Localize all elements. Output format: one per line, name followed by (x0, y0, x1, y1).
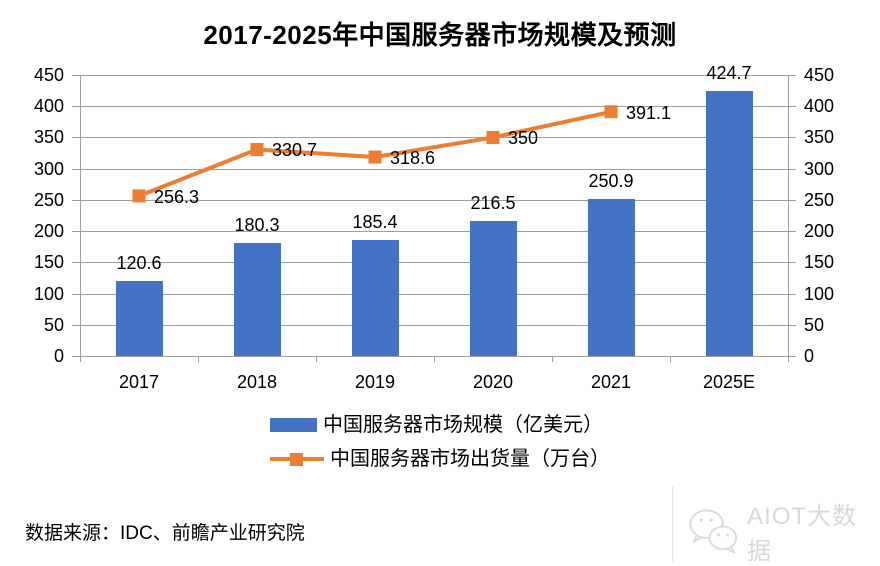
bar-2018 (233, 243, 281, 356)
bar-2019 (351, 240, 399, 356)
x-axis-tick (80, 356, 81, 362)
y-axis-label-right-250: 250 (804, 189, 835, 210)
x-axis-tick (670, 356, 671, 362)
y-axis-label-left-300: 300 (33, 158, 64, 179)
y-axis-label-right-0: 0 (804, 346, 815, 366)
line-marker-2021 (604, 105, 618, 119)
line-value-label-2017: 256.3 (154, 186, 200, 207)
y-axis-label-right-50: 50 (804, 314, 825, 335)
gridline (72, 137, 796, 139)
gridline (72, 293, 796, 295)
chart-title: 2017-2025年中国服务器市场规模及预测 (203, 20, 677, 50)
x-axis-label-2020: 2020 (472, 372, 514, 392)
watermark: AIOT大数据 (687, 496, 880, 566)
gridline (72, 106, 796, 108)
y-axis-label-left-50: 50 (43, 314, 64, 335)
shipments-line (138, 109, 612, 198)
bar-value-label-2019: 185.4 (352, 212, 398, 233)
legend-item-shipments: 中国服务器市场出货量（万台） (270, 448, 610, 470)
y-axis-label-right-200: 200 (804, 221, 835, 242)
gridline (72, 168, 796, 170)
x-axis-label-2019: 2019 (354, 372, 396, 392)
legend-label-market-scale: 中国服务器市场规模（亿美元） (323, 414, 603, 436)
data-source-caption: 数据来源：IDC、前瞻产业研究院 (25, 523, 305, 544)
x-axis-label-2025E: 2025E (702, 372, 756, 392)
x-axis-label-2021: 2021 (590, 372, 632, 392)
y-axis-label-right-300: 300 (804, 158, 835, 179)
bar-value-label-2025E: 424.7 (706, 62, 752, 83)
gridline (72, 324, 796, 326)
watermark-divider (672, 486, 673, 562)
y-axis-right (788, 75, 789, 362)
y-axis-label-right-400: 400 (804, 96, 835, 117)
bar-2021 (587, 199, 635, 356)
legend-label-shipments: 中国服务器市场出货量（万台） (330, 448, 610, 470)
y-axis-label-right-450: 450 (804, 65, 835, 85)
line-value-label-2021: 391.1 (626, 102, 672, 123)
y-axis-label-right-100: 100 (804, 283, 835, 304)
bar-value-label-2017: 120.6 (116, 252, 162, 273)
watermark-label: AIOT大数据 (747, 503, 858, 565)
line-marker-swatch (290, 452, 303, 466)
line-value-label-2018: 330.7 (272, 140, 318, 161)
bar-2025E (705, 90, 753, 356)
line-value-label-2019: 318.6 (390, 148, 436, 169)
y-axis-label-left-200: 200 (33, 221, 64, 242)
legend-item-market-scale: 中国服务器市场规模（亿美元） (270, 414, 603, 436)
x-axis-tick (552, 356, 553, 362)
bar-2020 (469, 220, 517, 356)
bar-value-label-2021: 250.9 (588, 171, 634, 192)
y-axis-label-right-350: 350 (804, 127, 835, 148)
bar-value-label-2018: 180.3 (234, 215, 280, 236)
x-axis-tick (198, 356, 199, 362)
y-axis-label-left-250: 250 (33, 189, 64, 210)
x-axis-tick (434, 356, 435, 362)
x-axis-tick (788, 356, 789, 362)
y-axis-label-left-400: 400 (33, 96, 64, 117)
line-series-swatch (270, 452, 324, 466)
line-marker-2019 (368, 150, 382, 164)
gridline (72, 199, 796, 201)
y-axis-left (80, 75, 81, 362)
x-axis-label-2018: 2018 (236, 372, 278, 392)
chart-legend: 中国服务器市场规模（亿美元） 中国服务器市场出货量（万台） (270, 414, 610, 470)
gridline (72, 262, 796, 264)
y-axis-label-left-450: 450 (33, 65, 64, 85)
y-axis-label-left-150: 150 (33, 252, 64, 273)
line-marker-2018 (250, 142, 264, 156)
y-axis-label-left-100: 100 (33, 283, 64, 304)
bar-series-swatch (270, 418, 317, 432)
x-axis-tick (316, 356, 317, 362)
line-value-label-2020: 350 (508, 128, 539, 149)
y-axis-label-left-350: 350 (33, 127, 64, 148)
y-axis-label-left-0: 0 (53, 346, 64, 366)
bar-value-label-2020: 216.5 (470, 192, 516, 213)
x-axis-label-2017: 2017 (118, 372, 160, 392)
wechat-icon (689, 509, 738, 554)
bar-2017 (115, 280, 163, 356)
gridline (72, 231, 796, 233)
gridline (72, 75, 796, 76)
y-axis-label-right-150: 150 (804, 252, 835, 273)
